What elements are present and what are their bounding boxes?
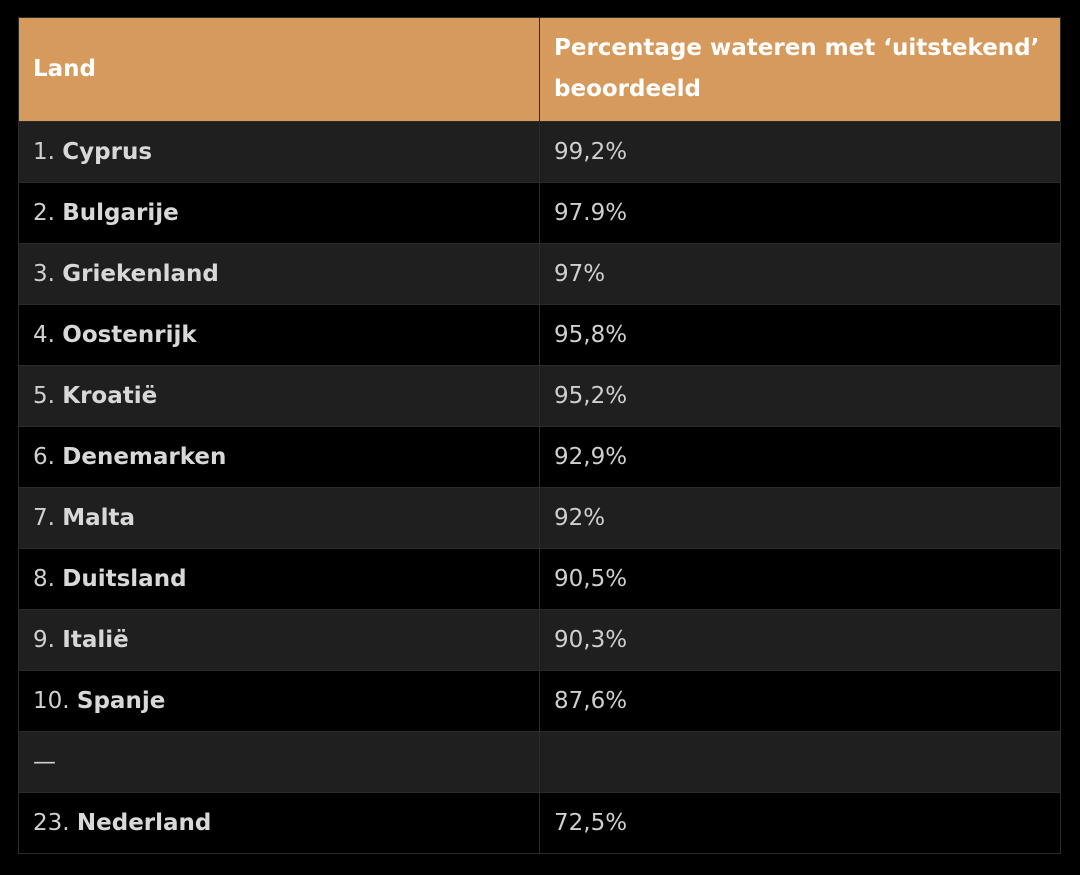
rank-number: 23. bbox=[33, 810, 70, 836]
country-cell: 1. Cyprus bbox=[18, 121, 540, 183]
country-cell: 5. Kroatië bbox=[18, 365, 540, 427]
country-name: Duitsland bbox=[62, 566, 187, 592]
percentage-cell: 87,6% bbox=[539, 670, 1061, 732]
table-row: 5. Kroatië 95,2% bbox=[18, 365, 1061, 427]
country-name: Griekenland bbox=[62, 261, 219, 287]
country-cell: 4. Oostenrijk bbox=[18, 304, 540, 366]
table-row: 10. Spanje 87,6% bbox=[18, 670, 1061, 732]
column-header-percentage: Percentage wateren met ‘uitstekend’ beoo… bbox=[539, 17, 1061, 122]
percentage-cell: 72,5% bbox=[539, 792, 1061, 854]
percentage-cell bbox=[539, 731, 1061, 793]
table-row: 3. Griekenland 97% bbox=[18, 243, 1061, 305]
table-row: 1. Cyprus 99,2% bbox=[18, 121, 1061, 183]
percentage-cell: 95,2% bbox=[539, 365, 1061, 427]
table-row: 23. Nederland 72,5% bbox=[18, 792, 1061, 854]
rank-number: 6. bbox=[33, 444, 55, 470]
ranking-table-container: Land Percentage wateren met ‘uitstekend’… bbox=[18, 17, 1061, 854]
country-cell: 8. Duitsland bbox=[18, 548, 540, 610]
rank-number: 3. bbox=[33, 261, 55, 287]
country-name: Italië bbox=[62, 627, 129, 653]
table-row: 6. Denemarken 92,9% bbox=[18, 426, 1061, 488]
percentage-cell: 90,5% bbox=[539, 548, 1061, 610]
country-cell: 23. Nederland bbox=[18, 792, 540, 854]
rank-number: 10. bbox=[33, 688, 70, 714]
rank-number: 2. bbox=[33, 200, 55, 226]
percentage-cell: 90,3% bbox=[539, 609, 1061, 671]
rank-number: 7. bbox=[33, 505, 55, 531]
country-name: Nederland bbox=[76, 810, 212, 836]
table-row: 4. Oostenrijk 95,8% bbox=[18, 304, 1061, 366]
table-body: 1. Cyprus 99,2% 2. Bulgarije 97.9% 3. Gr… bbox=[18, 121, 1061, 854]
country-cell: 2. Bulgarije bbox=[18, 182, 540, 244]
rank-number: 8. bbox=[33, 566, 55, 592]
rank-number: 1. bbox=[33, 139, 55, 165]
table-row: 7. Malta 92% bbox=[18, 487, 1061, 549]
table-row: 2. Bulgarije 97.9% bbox=[18, 182, 1061, 244]
country-cell: 6. Denemarken bbox=[18, 426, 540, 488]
country-cell: 7. Malta bbox=[18, 487, 540, 549]
ranking-table: Land Percentage wateren met ‘uitstekend’… bbox=[18, 17, 1061, 854]
table-row: 9. Italië 90,3% bbox=[18, 609, 1061, 671]
country-name: Oostenrijk bbox=[62, 322, 197, 348]
percentage-cell: 92% bbox=[539, 487, 1061, 549]
table-row-separator: — bbox=[18, 731, 1061, 793]
country-name: Kroatië bbox=[62, 383, 158, 409]
header-row: Land Percentage wateren met ‘uitstekend’… bbox=[18, 17, 1061, 122]
rank-number: 9. bbox=[33, 627, 55, 653]
country-cell: 3. Griekenland bbox=[18, 243, 540, 305]
country-name: Denemarken bbox=[62, 444, 227, 470]
percentage-cell: 95,8% bbox=[539, 304, 1061, 366]
country-cell: 9. Italië bbox=[18, 609, 540, 671]
percentage-cell: 97.9% bbox=[539, 182, 1061, 244]
percentage-cell: 92,9% bbox=[539, 426, 1061, 488]
rank-number: 4. bbox=[33, 322, 55, 348]
percentage-cell: 97% bbox=[539, 243, 1061, 305]
table-header: Land Percentage wateren met ‘uitstekend’… bbox=[18, 17, 1061, 122]
column-header-land: Land bbox=[18, 17, 540, 122]
table-row: 8. Duitsland 90,5% bbox=[18, 548, 1061, 610]
country-name: Malta bbox=[62, 505, 136, 531]
separator-dash: — bbox=[33, 749, 56, 775]
country-name: Cyprus bbox=[62, 139, 153, 165]
country-cell: 10. Spanje bbox=[18, 670, 540, 732]
country-cell: — bbox=[18, 731, 540, 793]
country-name: Spanje bbox=[76, 688, 166, 714]
country-name: Bulgarije bbox=[62, 200, 179, 226]
rank-number: 5. bbox=[33, 383, 55, 409]
percentage-cell: 99,2% bbox=[539, 121, 1061, 183]
